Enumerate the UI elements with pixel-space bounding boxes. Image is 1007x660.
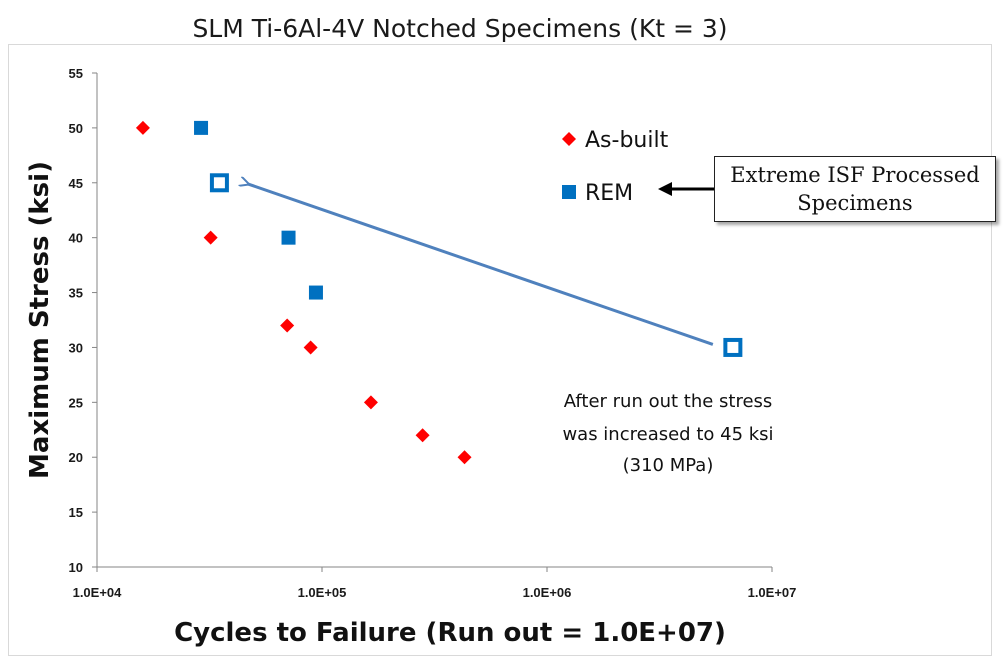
point-diamond-6 [457,450,472,465]
x-tick-labels: 1.0E+04 1.0E+05 1.0E+06 1.0E+07 [73,567,797,600]
x-tick-label: 1.0E+06 [523,585,572,600]
runout-note-line-2: was increased to 45 ksi [562,424,773,445]
x-tick-label: 1.0E+04 [73,585,123,600]
y-tick-label: 30 [69,340,83,355]
series-diamond [135,120,472,465]
y-tick-label: 15 [69,505,83,520]
axes [96,73,772,568]
x-axis-label: Cycles to Failure (Run out = 1.0E+07) [174,618,726,648]
callout-line-2: Specimens [797,191,913,215]
y-tick-label: 25 [69,395,83,410]
chart-frame [8,44,992,656]
point-hollow-square-0 [209,173,229,193]
runout-note-line-3: (310 MPa) [623,455,714,476]
point-diamond-3 [303,340,318,355]
legend-label: As-built [585,128,669,153]
point-square-0 [194,120,209,135]
y-axis-label: Maximum Stress (ksi) [25,161,55,479]
point-diamond-5 [415,428,430,443]
point-square-1 [281,230,296,245]
runout-arrow [247,184,714,346]
point-diamond-4 [363,395,378,410]
y-tick-label: 45 [69,176,83,191]
chart-title: SLM Ti-6Al-4V Notched Specimens (Kt = 3) [192,14,728,43]
runout-note-line-1: After run out the stress [564,391,773,412]
callout-arrow-head [658,182,672,196]
y-tick-label: 20 [69,450,83,465]
data-points [135,120,743,465]
series-hollow-square [209,173,743,357]
x-tick-label: 1.0E+05 [298,585,347,600]
y-tick-label: 10 [69,560,83,575]
point-diamond-2 [280,318,295,333]
callout-box: Extreme ISF Processed Specimens [714,156,996,222]
point-square-2 [308,285,323,300]
series-square [194,120,323,300]
y-tick-labels: 10 15 20 25 30 35 40 45 50 55 [69,66,97,575]
legend-marker-square [562,185,576,199]
callout-line-1: Extreme ISF Processed [730,163,980,187]
point-hollow-square-1 [723,337,743,357]
y-tick-label: 55 [69,66,83,81]
y-tick-label: 40 [69,231,83,246]
legend-label: REM [585,181,633,206]
y-tick-label: 50 [69,121,83,136]
legend: As-built REM [562,128,669,206]
y-tick-label: 35 [69,286,83,301]
point-diamond-0 [135,120,150,135]
legend-marker-diamond [562,132,576,146]
point-diamond-1 [203,230,218,245]
x-tick-label: 1.0E+07 [748,585,797,600]
